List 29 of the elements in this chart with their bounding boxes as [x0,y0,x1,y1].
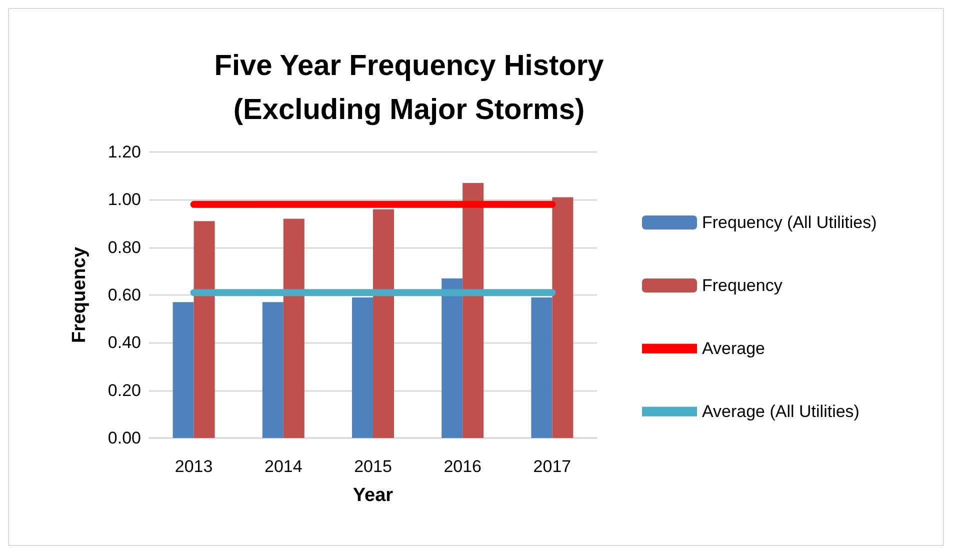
x-tick-label: 2013 [174,457,213,476]
bar [194,221,215,438]
x-tick-label: 2015 [354,457,392,476]
legend-label: Frequency (All Utilities) [702,213,877,232]
bar [442,278,463,438]
legend-label: Frequency [702,276,783,295]
x-tick-label: 2014 [264,457,302,476]
bar [352,297,373,438]
legend-label: Average (All Utilities) [702,402,860,421]
bar [283,218,304,438]
y-tick-label: 1.00 [108,190,141,210]
x-axis-title: Year [352,485,394,506]
legend-label: Average [702,339,766,358]
y-tick-label: 1.20 [108,142,141,162]
bar [462,182,484,438]
chart-title: Five Year Frequency History (Excluding Major Storms) [214,50,604,126]
bar [373,209,394,438]
x-tick-label: 2016 [444,457,482,476]
y-tick-label: 0.00 [108,428,141,448]
y-tick-label: 0.60 [108,286,141,304]
bar [552,197,574,438]
y-axis-title: Frequency [69,246,90,344]
y-tick-label: 0.40 [108,333,141,352]
y-tick-label: 0.80 [108,238,141,257]
bar [262,302,284,438]
bar [531,297,552,438]
bar [172,302,194,438]
y-tick-label: 0.20 [108,380,141,400]
x-tick-label: 2017 [533,457,572,476]
